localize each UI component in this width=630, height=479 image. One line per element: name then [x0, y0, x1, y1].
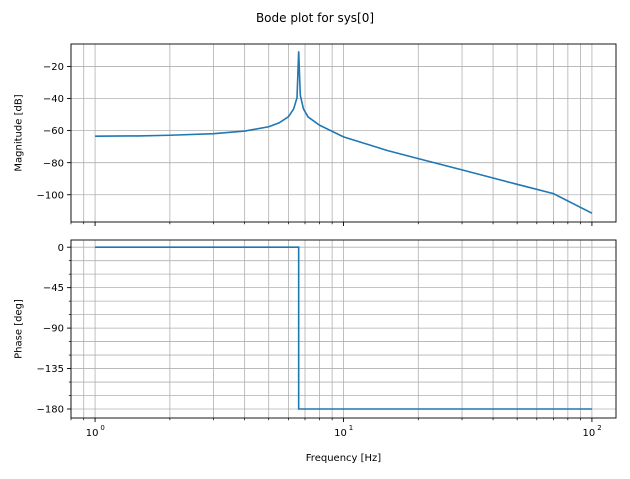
y-tick-label: −100: [37, 190, 64, 201]
x-tick-label: 10: [583, 428, 596, 439]
phase-y-axis-label: Phase [deg]: [14, 299, 25, 359]
magnitude-grid: [70, 44, 616, 222]
x-tick-label: 10: [334, 428, 347, 439]
y-tick-label: −80: [43, 158, 64, 169]
y-tick-label: −90: [43, 324, 64, 335]
y-tick-label: −20: [43, 62, 64, 73]
x-tick-label: 10: [86, 428, 99, 439]
figure-title: Bode plot for sys[0]: [256, 11, 374, 25]
magnitude-ticks: −100 −80 −60 −40 −20: [37, 62, 593, 226]
magnitude-y-axis-label: Magnitude [dB]: [14, 94, 25, 171]
x-tick-exponent: 2: [597, 424, 601, 432]
y-tick-label: −60: [43, 126, 64, 137]
magnitude-series-line: [95, 51, 593, 214]
phase-grid: [70, 240, 616, 418]
y-tick-label: −180: [37, 405, 64, 416]
phase-x-axis-label: Frequency [Hz]: [306, 453, 382, 464]
x-tick-exponent: 0: [100, 424, 104, 432]
y-tick-label: 0: [58, 243, 64, 254]
y-tick-label: −45: [43, 283, 64, 294]
magnitude-subplot: −100 −80 −60 −40 −20 Magnitude [dB]: [14, 43, 617, 226]
phase-series-line: [95, 246, 592, 410]
x-tick-exponent: 1: [349, 424, 353, 432]
y-tick-label: −135: [37, 364, 64, 375]
y-tick-label: −40: [43, 94, 64, 105]
